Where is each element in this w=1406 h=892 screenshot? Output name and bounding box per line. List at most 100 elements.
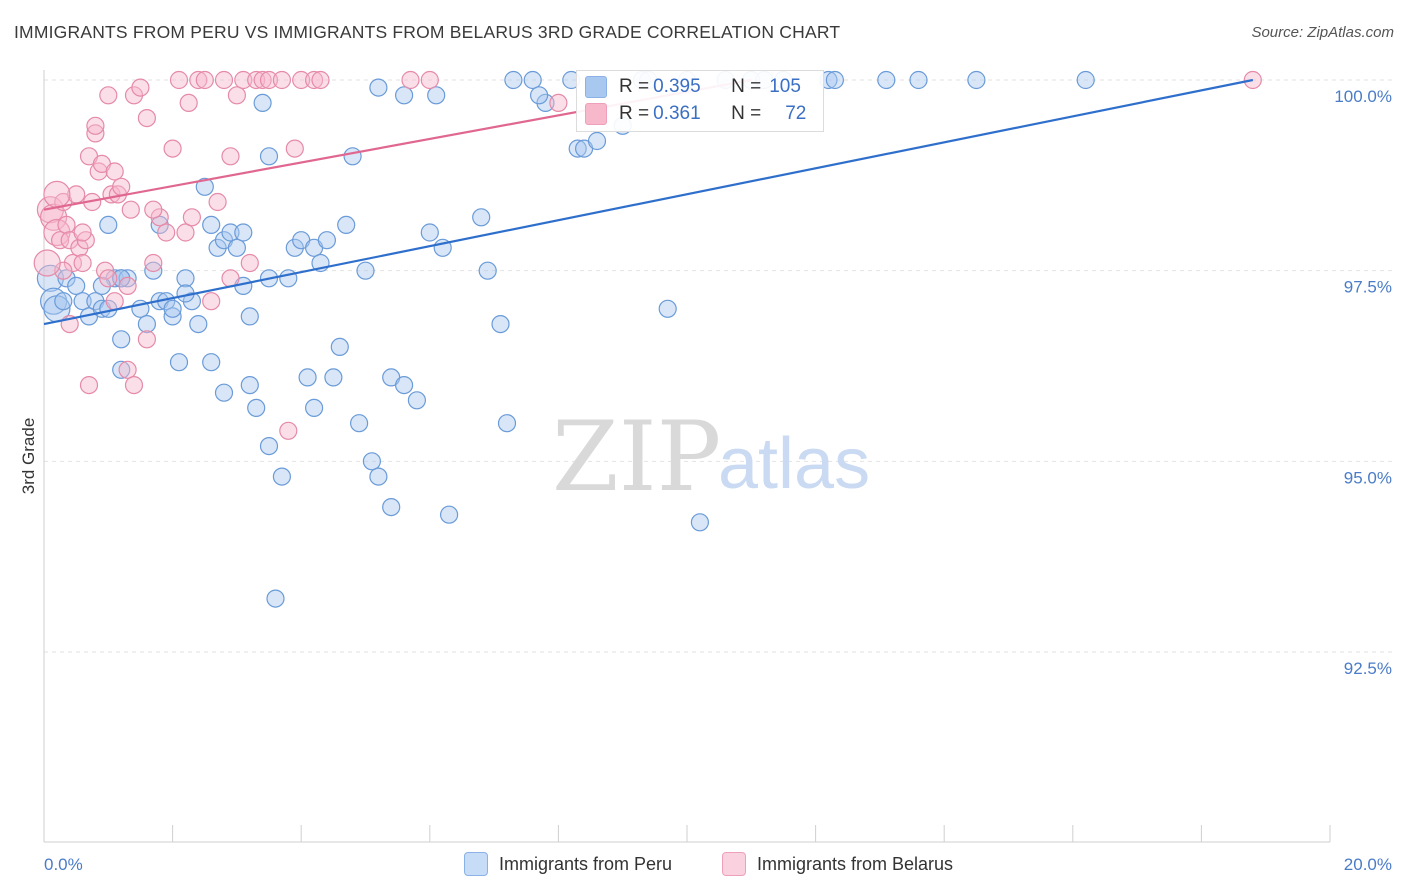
belarus-point[interactable] bbox=[214, 70, 234, 90]
peru-point[interactable] bbox=[240, 376, 259, 395]
belarus-point[interactable] bbox=[79, 376, 99, 395]
peru-point[interactable] bbox=[112, 330, 131, 349]
belarus-point[interactable] bbox=[163, 139, 182, 158]
belarus-point[interactable] bbox=[150, 208, 169, 227]
belarus-point[interactable] bbox=[259, 70, 279, 90]
belarus-point[interactable] bbox=[121, 200, 140, 219]
belarus-point[interactable] bbox=[33, 249, 61, 277]
peru-point[interactable] bbox=[337, 215, 356, 234]
peru-point[interactable] bbox=[144, 261, 163, 280]
peru-point[interactable] bbox=[285, 238, 304, 257]
belarus-point[interactable] bbox=[73, 223, 92, 242]
belarus-point[interactable] bbox=[131, 78, 150, 97]
peru-point[interactable] bbox=[587, 131, 607, 151]
peru-point[interactable] bbox=[208, 238, 227, 257]
belarus-point[interactable] bbox=[221, 147, 240, 166]
belarus-point[interactable] bbox=[124, 376, 144, 395]
belarus-point[interactable] bbox=[43, 180, 71, 208]
peru-point[interactable] bbox=[195, 177, 214, 196]
peru-point[interactable] bbox=[227, 238, 246, 257]
peru-point[interactable] bbox=[234, 223, 253, 242]
belarus-point[interactable] bbox=[182, 208, 201, 227]
peru-point[interactable] bbox=[214, 383, 234, 402]
belarus-point[interactable] bbox=[105, 162, 124, 181]
belarus-point[interactable] bbox=[36, 196, 65, 224]
belarus-point[interactable] bbox=[285, 139, 304, 158]
belarus-point[interactable] bbox=[189, 70, 208, 90]
belarus-point[interactable] bbox=[195, 70, 214, 90]
peru-point[interactable] bbox=[395, 376, 414, 395]
peru-point[interactable] bbox=[568, 139, 587, 158]
peru-point[interactable] bbox=[118, 269, 137, 288]
peru-point[interactable] bbox=[690, 513, 710, 532]
peru-point[interactable] bbox=[317, 231, 336, 250]
belarus-point[interactable] bbox=[311, 70, 330, 90]
peru-point[interactable] bbox=[305, 398, 324, 417]
belarus-point[interactable] bbox=[86, 124, 105, 143]
peru-point[interactable] bbox=[427, 86, 446, 105]
belarus-point[interactable] bbox=[54, 261, 73, 280]
peru-point[interactable] bbox=[240, 307, 259, 326]
peru-point[interactable] bbox=[259, 437, 279, 456]
belarus-point[interactable] bbox=[144, 200, 163, 219]
belarus-point[interactable] bbox=[99, 269, 118, 288]
peru-point[interactable] bbox=[967, 70, 986, 90]
series-legend-belarus[interactable]: Immigrants from Belarus bbox=[722, 852, 953, 876]
belarus-point[interactable] bbox=[279, 421, 298, 440]
belarus-point[interactable] bbox=[105, 292, 124, 311]
peru-point[interactable] bbox=[73, 292, 92, 311]
peru-point[interactable] bbox=[658, 299, 677, 318]
peru-point[interactable] bbox=[529, 86, 549, 105]
belarus-point[interactable] bbox=[169, 70, 189, 90]
belarus-point[interactable] bbox=[137, 108, 156, 128]
peru-point[interactable] bbox=[202, 215, 221, 234]
peru-point[interactable] bbox=[324, 368, 343, 387]
peru-point[interactable] bbox=[825, 70, 845, 90]
belarus-point[interactable] bbox=[112, 177, 131, 196]
peru-point[interactable] bbox=[169, 353, 189, 372]
belarus-point[interactable] bbox=[176, 223, 195, 242]
peru-point[interactable] bbox=[330, 337, 349, 356]
peru-point[interactable] bbox=[54, 292, 73, 311]
belarus-point[interactable] bbox=[50, 231, 70, 250]
peru-point[interactable] bbox=[150, 215, 169, 234]
peru-point[interactable] bbox=[478, 261, 497, 280]
peru-point[interactable] bbox=[176, 269, 195, 288]
belarus-point[interactable] bbox=[305, 70, 324, 90]
belarus-point[interactable] bbox=[99, 86, 118, 105]
belarus-point[interactable] bbox=[70, 238, 89, 257]
belarus-point[interactable] bbox=[144, 253, 163, 273]
belarus-point[interactable] bbox=[118, 360, 137, 379]
peru-point[interactable] bbox=[407, 391, 426, 410]
belarus-point[interactable] bbox=[157, 223, 176, 242]
peru-point[interactable] bbox=[504, 70, 523, 90]
belarus-point[interactable] bbox=[227, 86, 246, 105]
belarus-point[interactable] bbox=[208, 192, 227, 212]
belarus-point[interactable] bbox=[234, 70, 253, 90]
peru-point[interactable] bbox=[279, 269, 298, 288]
belarus-point[interactable] bbox=[240, 253, 259, 273]
peru-point[interactable] bbox=[369, 78, 388, 97]
peru-point[interactable] bbox=[440, 505, 459, 524]
peru-point[interactable] bbox=[420, 223, 439, 242]
peru-point[interactable] bbox=[259, 147, 279, 166]
belarus-point[interactable] bbox=[137, 330, 156, 349]
belarus-point[interactable] bbox=[63, 253, 83, 273]
belarus-point[interactable] bbox=[420, 70, 439, 90]
peru-point[interactable] bbox=[382, 498, 401, 517]
peru-point[interactable] bbox=[189, 315, 208, 334]
peru-point[interactable] bbox=[99, 215, 118, 234]
belarus-point[interactable] bbox=[247, 70, 266, 90]
peru-point[interactable] bbox=[92, 276, 112, 295]
belarus-point[interactable] bbox=[179, 93, 198, 113]
peru-point[interactable] bbox=[343, 147, 362, 166]
peru-point[interactable] bbox=[298, 368, 317, 387]
peru-point[interactable] bbox=[163, 307, 182, 326]
belarus-point[interactable] bbox=[253, 70, 272, 90]
belarus-point[interactable] bbox=[86, 116, 105, 135]
peru-point[interactable] bbox=[497, 414, 517, 433]
peru-point[interactable] bbox=[909, 70, 928, 90]
peru-point[interactable] bbox=[523, 70, 542, 90]
peru-point[interactable] bbox=[253, 93, 272, 113]
belarus-point[interactable] bbox=[292, 70, 311, 90]
